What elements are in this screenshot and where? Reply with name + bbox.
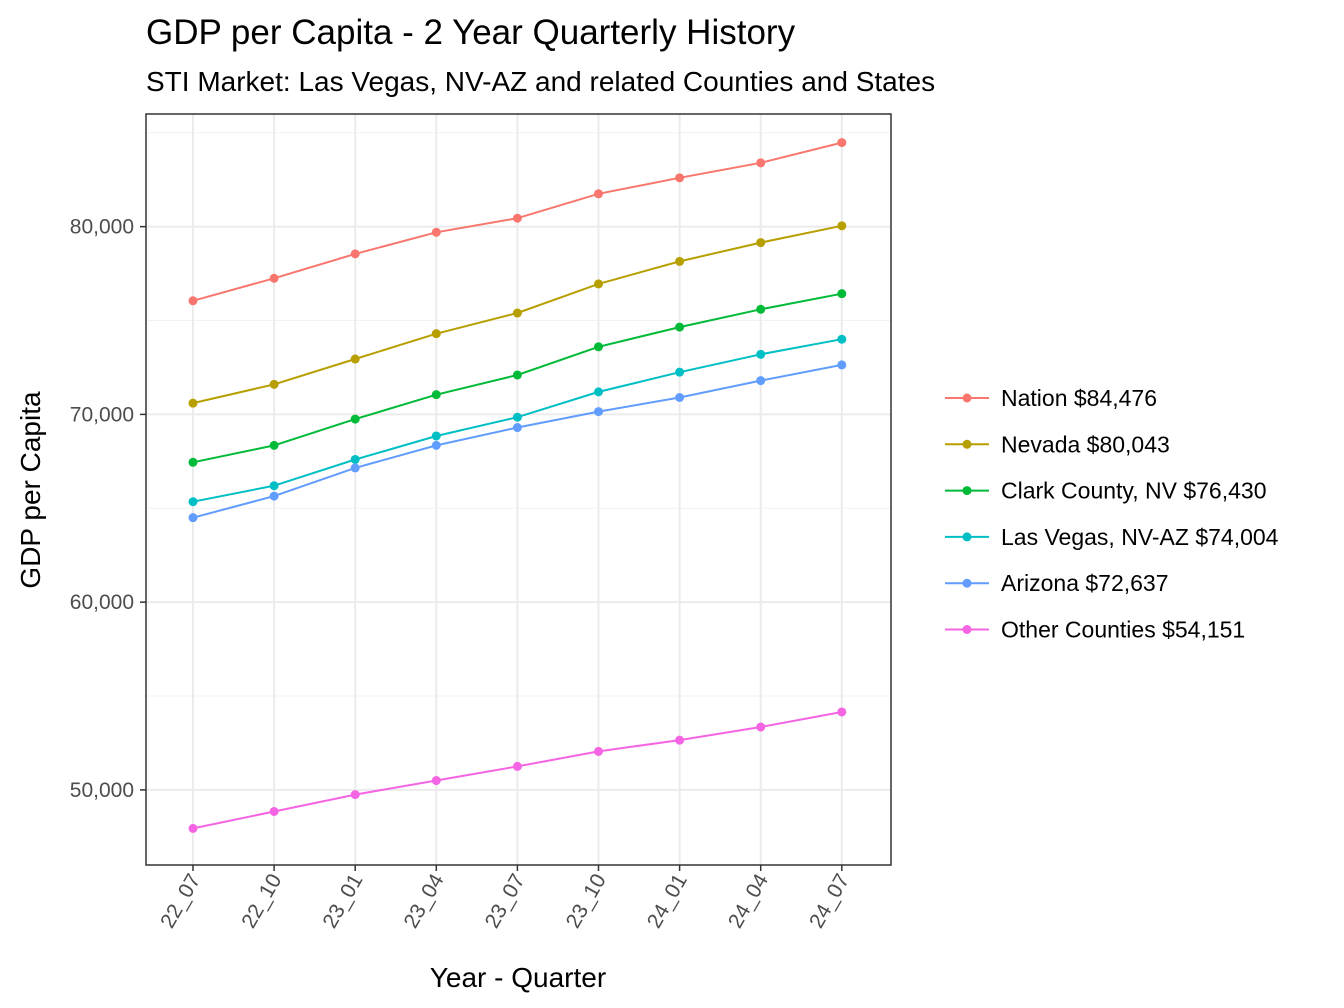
x-tick-label: 23_01 [318,870,367,932]
data-point [431,776,441,786]
legend-label: Arizona $72,637 [1001,570,1169,596]
data-point [594,279,603,289]
data-point [594,342,603,352]
data-point [431,431,441,441]
data-point [512,308,522,318]
legend: Nation $84,476 Nevada $80,043 Clark County… [945,385,1279,643]
legend-label: Las Vegas, NV-AZ $74,004 [1001,524,1279,550]
data-point [188,457,198,467]
legend-key-point [962,532,972,542]
y-tick-label: 80,000 [70,216,134,239]
data-point [675,173,685,183]
y-tick-label: 60,000 [70,591,134,614]
legend-label: Nation $84,476 [1001,385,1157,411]
legend-key-point [962,393,972,403]
chart-subtitle: STI Market: Las Vegas, NV-AZ and related… [146,66,935,97]
data-point [756,722,766,732]
data-point [269,481,279,491]
data-point [675,367,685,377]
plot-panel-border [145,113,892,866]
data-point [188,823,198,833]
legend-label: Other Counties $54,151 [1001,617,1245,643]
legend-key-point [962,578,972,588]
data-point [837,289,847,299]
y-tick-label: 50,000 [70,779,134,802]
data-point [431,440,441,450]
data-point [675,393,685,403]
data-point [350,249,360,259]
y-axis: 50,000 60,000 70,000 80,000 [70,216,146,802]
data-point [837,707,847,717]
x-axis-title: Year - Quarter [430,962,606,993]
data-point [269,379,279,389]
x-tick-label: 22_07 [156,870,205,932]
data-point [837,334,847,344]
data-point [431,390,441,400]
data-point [188,296,198,306]
y-tick-label: 70,000 [70,403,134,426]
data-point [269,491,279,501]
data-point [512,370,522,380]
data-point [350,454,360,464]
data-point [675,735,685,745]
x-tick-label: 24_04 [724,870,773,932]
legend-key-point [962,625,972,634]
series-layer [188,138,847,833]
grid-lines [146,114,891,865]
x-tick-label: 23_07 [481,870,530,932]
data-point [350,463,360,473]
x-tick-label: 23_10 [562,870,611,932]
legend-label: Nevada $80,043 [1001,431,1170,457]
data-point [594,189,603,199]
legend-key-point [962,486,972,496]
data-point [756,349,766,359]
data-point [188,497,198,507]
legend-label: Clark County, NV $76,430 [1001,478,1267,504]
chart-title: GDP per Capita - 2 Year Quarterly Histor… [146,13,796,52]
data-point [837,360,847,370]
data-point [512,761,522,771]
data-point [675,256,685,266]
data-point [837,221,847,231]
data-point [350,790,360,800]
data-point [512,412,522,422]
data-point [431,227,441,237]
data-point [756,158,766,168]
data-point [188,513,198,523]
data-point [350,354,360,364]
x-axis: 22_07 22_10 23_01 23_04 23_07 23_10 24_01 24_04… [156,865,854,932]
data-point [269,273,279,283]
data-point [269,440,279,450]
data-point [512,423,522,433]
data-point [756,238,766,248]
x-tick-label: 23_04 [400,870,449,932]
data-point [350,414,360,424]
data-point [431,329,441,339]
data-point [756,376,766,386]
data-point [756,304,766,314]
y-axis-title: GDP per Capita [15,391,46,589]
data-point [675,322,685,332]
data-point [594,746,603,756]
data-point [837,138,847,148]
x-tick-label: 24_01 [643,870,692,932]
x-tick-label: 24_07 [805,870,854,932]
data-point [269,806,279,816]
x-tick-label: 22_10 [237,870,286,932]
data-point [594,387,603,397]
data-point [188,398,198,408]
legend-key-point [962,439,972,449]
data-point [594,407,603,417]
data-point [512,213,522,223]
